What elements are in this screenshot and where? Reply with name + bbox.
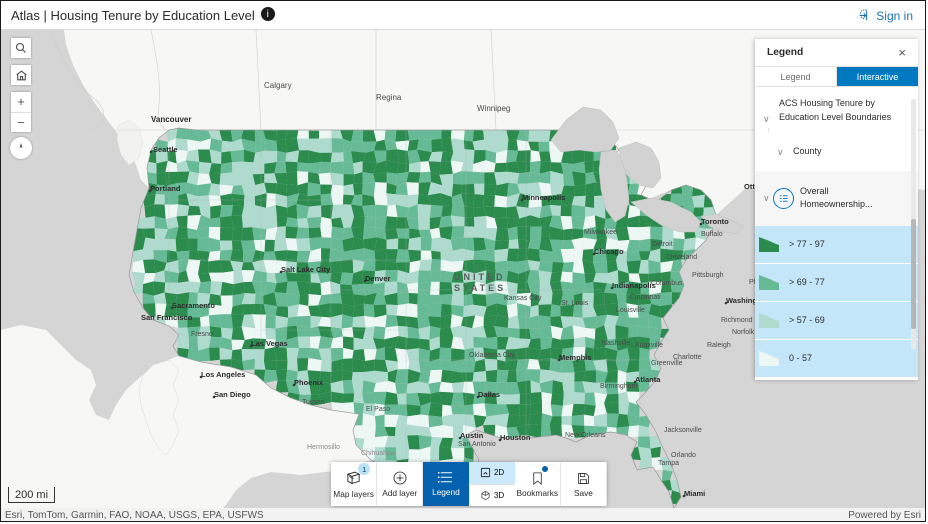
svg-text:Los Angeles: Los Angeles <box>201 370 245 379</box>
svg-text:Jacksonville: Jacksonville <box>664 427 702 434</box>
svg-text:UNITED: UNITED <box>454 272 506 282</box>
svg-text:Orlando: Orlando <box>671 452 696 459</box>
svg-text:Cleveland: Cleveland <box>666 254 697 261</box>
svg-text:Indianapolis: Indianapolis <box>612 281 656 290</box>
svg-text:Birmingham: Birmingham <box>600 383 638 390</box>
svg-text:Regina: Regina <box>376 93 402 102</box>
svg-text:Raleigh: Raleigh <box>707 342 731 349</box>
svg-text:Miami: Miami <box>684 489 705 498</box>
svg-text:Chicago: Chicago <box>594 247 624 256</box>
svg-text:Louisville: Louisville <box>616 307 645 314</box>
svg-text:Seattle: Seattle <box>153 145 178 154</box>
svg-text:Hermosillo: Hermosillo <box>307 444 340 451</box>
svg-text:El Paso: El Paso <box>366 406 390 413</box>
svg-text:Phoenix: Phoenix <box>294 378 324 387</box>
svg-text:Greenville: Greenville <box>651 360 683 367</box>
svg-text:Atlanta: Atlanta <box>635 375 661 384</box>
svg-text:Tucson: Tucson <box>302 399 325 406</box>
svg-text:Tampa: Tampa <box>658 460 679 467</box>
svg-text:Sacramento: Sacramento <box>172 301 215 310</box>
svg-text:Minneapolis: Minneapolis <box>522 193 565 202</box>
svg-text:Calgary: Calgary <box>264 81 292 90</box>
svg-text:Richmond: Richmond <box>721 317 753 324</box>
svg-text:Detroit: Detroit <box>652 241 673 248</box>
svg-text:San Antonio: San Antonio <box>458 441 496 448</box>
svg-text:Pittsburgh: Pittsburgh <box>692 272 724 279</box>
svg-text:Portland: Portland <box>150 184 181 193</box>
svg-text:Norfolk: Norfolk <box>732 329 755 336</box>
svg-text:Winnipeg: Winnipeg <box>477 104 510 113</box>
svg-text:New Orleans: New Orleans <box>565 432 606 439</box>
svg-text:STATES: STATES <box>454 283 506 293</box>
svg-text:Austin: Austin <box>460 431 484 440</box>
svg-text:San Diego: San Diego <box>214 390 251 399</box>
svg-text:Fresno: Fresno <box>191 331 213 338</box>
svg-text:Memphis: Memphis <box>559 353 592 362</box>
svg-text:St. Louis: St. Louis <box>561 300 589 307</box>
svg-text:Toronto: Toronto <box>701 217 729 226</box>
svg-text:Kansas City: Kansas City <box>504 295 542 302</box>
svg-text:Chihuahua: Chihuahua <box>361 450 395 457</box>
svg-text:Oklahoma City: Oklahoma City <box>469 352 515 359</box>
svg-text:Cincinnati: Cincinnati <box>630 294 661 301</box>
svg-text:Knoxville: Knoxville <box>635 342 663 349</box>
svg-text:Columbus: Columbus <box>651 280 683 287</box>
svg-text:Nashville: Nashville <box>602 340 631 347</box>
svg-text:Denver: Denver <box>365 274 391 283</box>
svg-text:Vancouver: Vancouver <box>151 115 191 124</box>
svg-text:Dallas: Dallas <box>478 390 500 399</box>
svg-text:Buffalo: Buffalo <box>701 231 723 238</box>
svg-text:Las Vegas: Las Vegas <box>251 339 288 348</box>
svg-text:San Francisco: San Francisco <box>141 313 193 322</box>
svg-text:Houston: Houston <box>500 433 531 442</box>
svg-text:Salt Lake City: Salt Lake City <box>281 265 331 274</box>
svg-text:Milwaukee: Milwaukee <box>584 229 617 236</box>
